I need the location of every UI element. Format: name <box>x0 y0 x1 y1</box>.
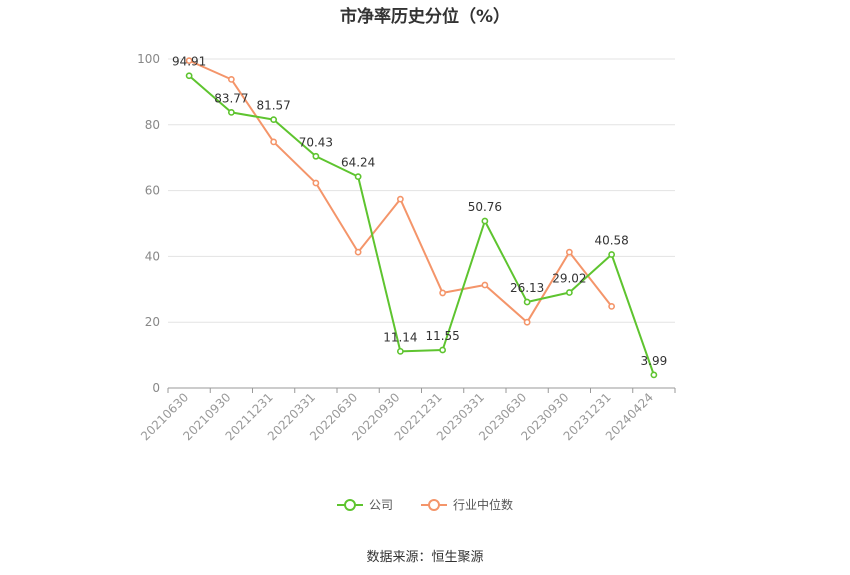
source-note: 数据来源：恒生聚源 <box>366 550 484 565</box>
series-line-industry-median <box>188 59 613 324</box>
chart-title: 市净率历史分位（%） <box>339 7 511 27</box>
data-point-industry-median <box>185 57 193 65</box>
y-tick-label: 100 <box>137 52 160 66</box>
data-point-company <box>565 289 573 296</box>
data-point-industry-median <box>312 179 320 187</box>
data-point-company <box>312 152 320 160</box>
series-lines <box>185 57 658 379</box>
y-tick-label: 0 <box>152 381 160 395</box>
legend-label-industry-median: 行业中位数 <box>453 498 514 512</box>
y-tick-label: 60 <box>145 184 160 198</box>
data-point-industry-median <box>354 248 362 256</box>
data-label: 81.57 <box>256 99 290 113</box>
data-point-industry-median <box>608 303 616 310</box>
data-label: 64.24 <box>341 156 375 170</box>
data-labels: 94.91 83.77 81.57 70.43 64.24 11.14 11.55 50.76… <box>172 55 667 368</box>
data-point-industry-median <box>481 281 489 289</box>
grid-lines <box>168 58 675 323</box>
data-label: 94.91 <box>172 55 206 69</box>
y-tick-label: 20 <box>145 315 160 329</box>
data-label: 50.76 <box>468 200 502 214</box>
series-line-company <box>188 74 655 376</box>
data-point-industry-median <box>396 195 404 203</box>
data-label: 3.99 <box>641 354 668 368</box>
legend-label-company: 公司 <box>368 498 393 512</box>
legend: 公司 行业中位数 <box>0 496 850 513</box>
data-label: 29.02 <box>552 272 586 286</box>
data-point-company <box>608 251 616 258</box>
data-point-company <box>481 217 489 225</box>
data-point-industry-median <box>270 138 278 146</box>
data-label: 11.55 <box>425 329 459 343</box>
axes: 0204060801002021063020210930202112312022… <box>137 52 676 443</box>
data-point-industry-median <box>523 318 531 326</box>
data-label: 11.14 <box>383 330 417 344</box>
data-label: 70.43 <box>299 135 333 149</box>
data-point-company <box>354 173 362 181</box>
y-tick-label: 80 <box>145 118 160 132</box>
data-label: 83.77 <box>214 91 248 105</box>
data-point-company <box>270 116 278 124</box>
data-point-company <box>185 72 193 80</box>
data-label: 40.58 <box>594 233 628 247</box>
data-point-company <box>396 347 404 355</box>
data-point-company <box>523 298 531 306</box>
data-point-company <box>227 108 235 116</box>
data-point-company <box>439 346 447 354</box>
legend-item-industry-median[interactable]: 行业中位数 <box>421 496 513 513</box>
legend-swatch-industry-median <box>421 498 447 512</box>
data-point-industry-median <box>439 289 447 297</box>
data-point-industry-median <box>227 75 235 83</box>
data-point-industry-median <box>565 248 573 256</box>
legend-swatch-company <box>336 498 363 512</box>
legend-item-company[interactable]: 公司 <box>336 496 393 513</box>
y-tick-label: 40 <box>145 249 160 263</box>
data-label: 26.13 <box>510 281 544 295</box>
data-point-company <box>650 371 658 379</box>
